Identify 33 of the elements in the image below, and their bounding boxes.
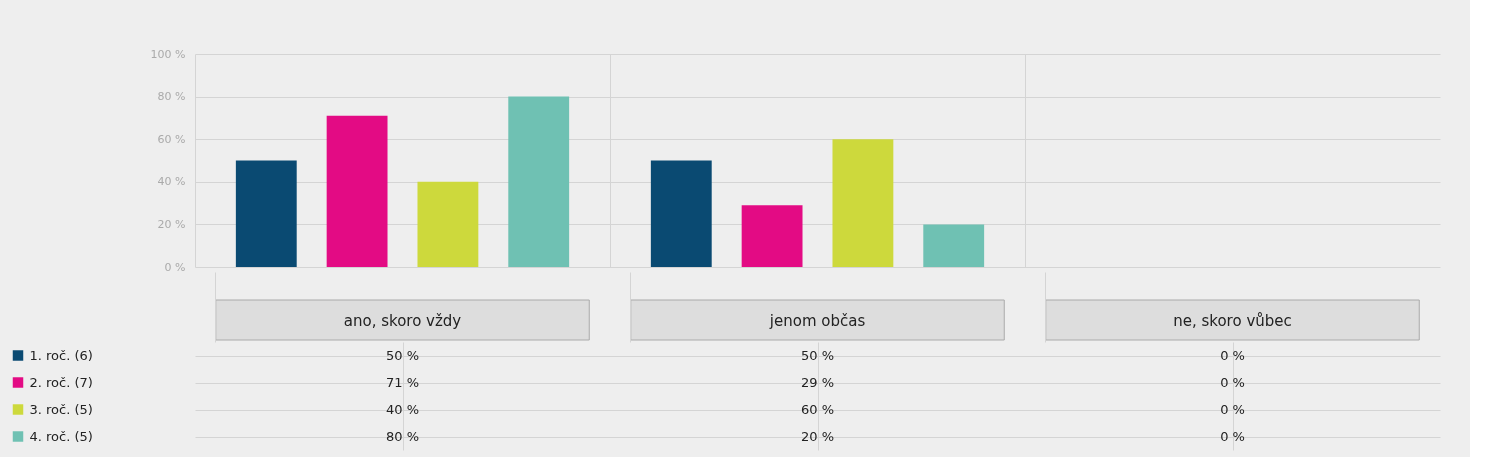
data-label: 29 % [800, 374, 835, 390]
legend-label: 1. roč. (6) [29, 348, 93, 363]
y-tick-label: 0 % [164, 260, 186, 274]
x-tick-label: ano, skoro vždy [343, 312, 462, 330]
legend-label: 2. roč. (7) [29, 375, 93, 390]
bar [832, 139, 894, 267]
data-label: 40 % [385, 401, 420, 417]
bar [235, 160, 297, 267]
x-tick-label: ne, skoro vůbec [1173, 312, 1292, 330]
y-tick-label: 80 % [157, 90, 186, 104]
bar [650, 160, 712, 267]
data-label: 60 % [800, 401, 835, 417]
data-label: 50 % [800, 347, 835, 363]
data-label: 0 % [1220, 347, 1245, 363]
data-label: 80 % [385, 428, 420, 444]
data-label: 0 % [1220, 401, 1245, 417]
bar [326, 115, 388, 267]
x-tick-label: jenom občas [768, 312, 866, 330]
legend-label: 4. roč. (5) [29, 429, 93, 444]
bar [923, 224, 985, 267]
bar [508, 96, 570, 267]
y-tick-label: 60 % [157, 132, 186, 146]
bar [741, 205, 803, 267]
data-label: 50 % [385, 347, 420, 363]
data-label: 0 % [1220, 428, 1245, 444]
y-tick-label: 40 % [157, 175, 186, 189]
y-tick-label: 100 % [150, 47, 186, 61]
data-label: 20 % [800, 428, 835, 444]
bar [417, 181, 479, 267]
y-tick-label: 20 % [157, 217, 186, 231]
data-label: 71 % [385, 374, 420, 390]
legend-label: 3. roč. (5) [29, 402, 93, 417]
data-label: 0 % [1220, 374, 1245, 390]
